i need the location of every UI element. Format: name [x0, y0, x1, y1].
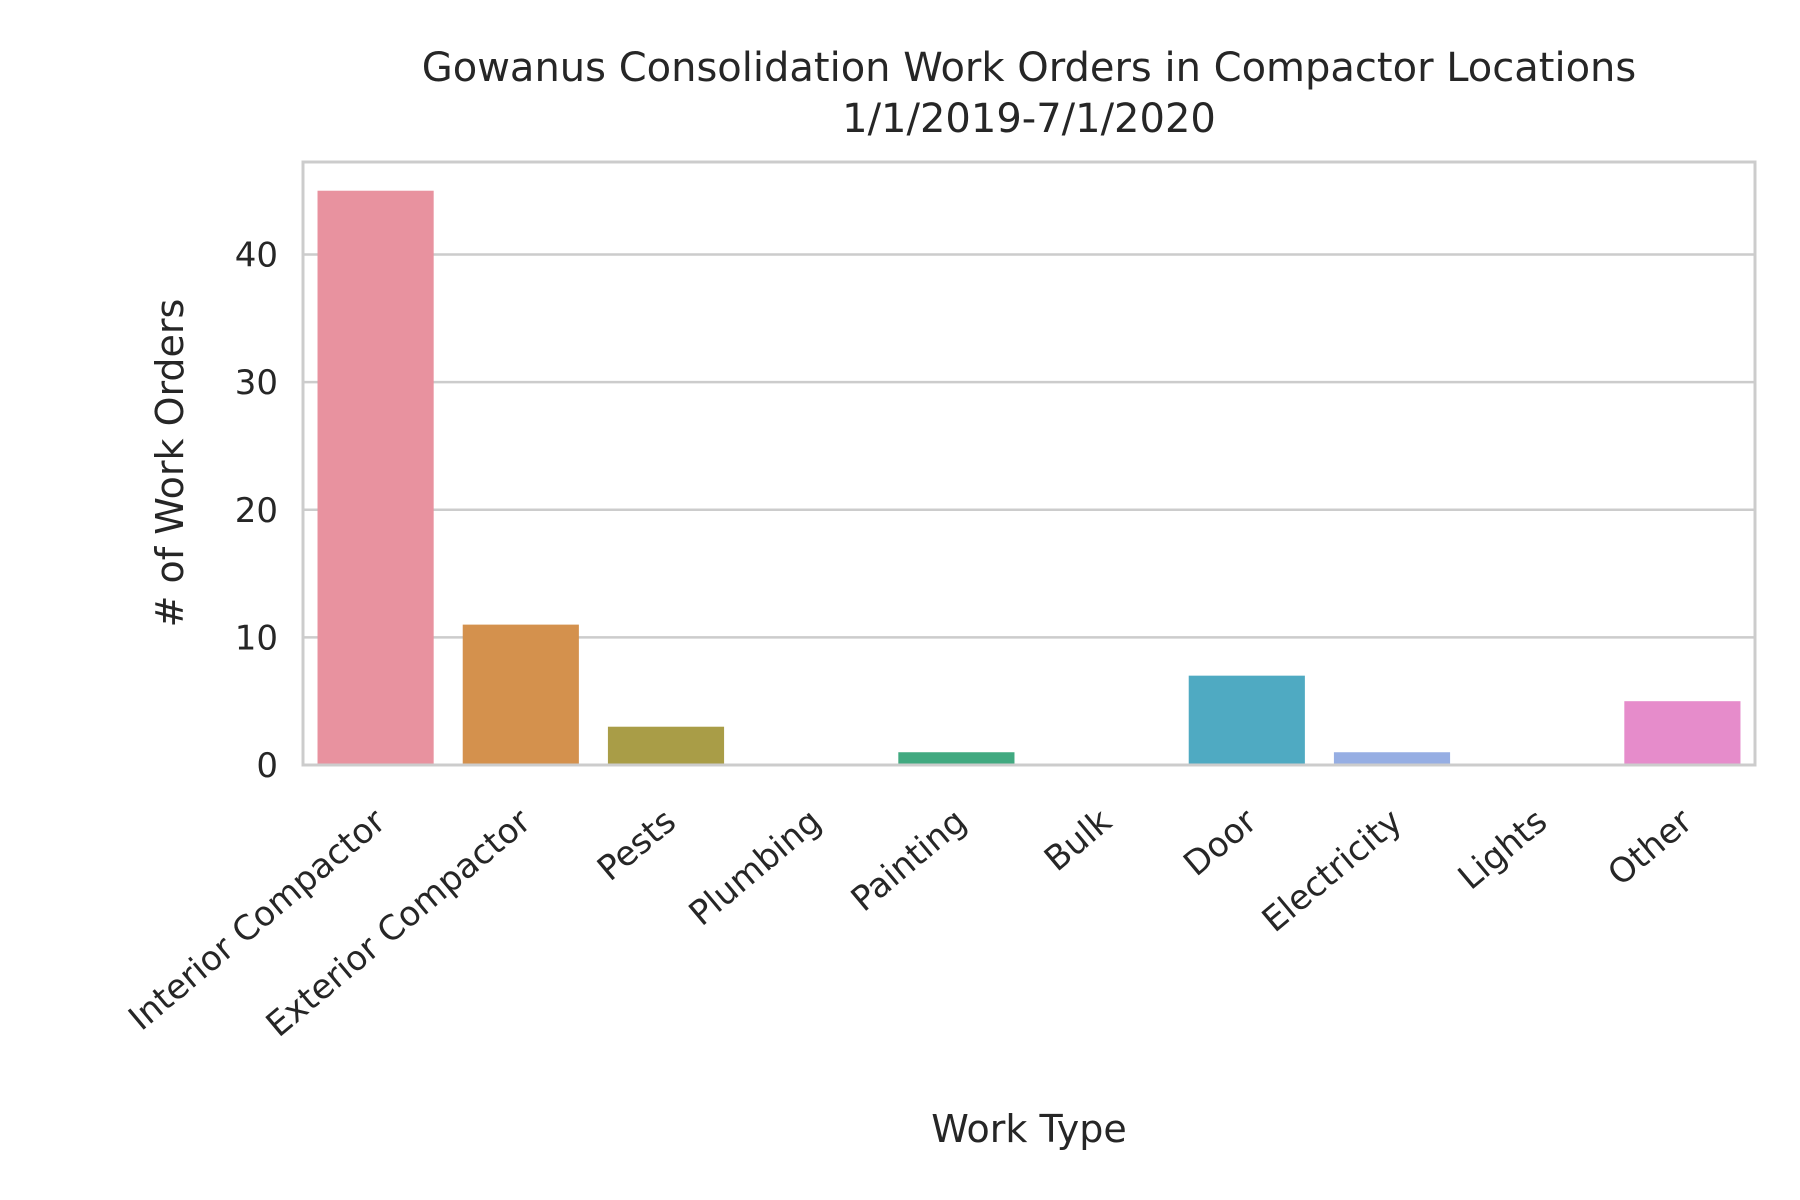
y-tick-labels: 0 10 20 30 40 [235, 236, 278, 786]
bar-other [1624, 701, 1741, 765]
x-tick-label-electricity: Electricity [1255, 801, 1410, 940]
plot-frame [301, 160, 1757, 767]
y-axis-label: # of Work Orders [148, 299, 192, 628]
bar-exterior-compactor [462, 624, 579, 765]
x-tick-label-door: Door [1176, 801, 1264, 884]
x-tick-label-painting: Painting [844, 801, 974, 920]
y-tick-label-10: 10 [235, 618, 278, 658]
chart-title-line-1: Gowanus Consolidation Work Orders in Com… [422, 45, 1637, 91]
x-tick-label-other: Other [1601, 801, 1701, 894]
x-tick-label-pests: Pests [590, 801, 684, 889]
x-tick-label-lights: Lights [1451, 801, 1555, 898]
y-tick-label-0: 0 [256, 746, 278, 786]
x-tick-label-plumbing: Plumbing [682, 801, 829, 934]
y-tick-label-40: 40 [235, 236, 278, 276]
x-tick-label-interior-compactor: Interior Compactor [121, 801, 393, 1038]
x-tick-label-exterior-compactor: Exterior Compactor [259, 801, 539, 1045]
bar-painting [898, 752, 1015, 765]
y-tick-label-30: 30 [235, 363, 278, 403]
chart-title-line-2: 1/1/2019-7/1/2020 [842, 96, 1216, 142]
y-tick-label-20: 20 [235, 491, 278, 531]
bar-pests [607, 726, 725, 765]
bar-electricity [1333, 752, 1451, 765]
bars [317, 190, 1741, 765]
x-axis-label: Work Type [931, 1107, 1127, 1151]
bar-door [1188, 675, 1305, 765]
x-tick-label-bulk: Bulk [1037, 801, 1120, 879]
bar-interior-compactor [317, 190, 434, 765]
